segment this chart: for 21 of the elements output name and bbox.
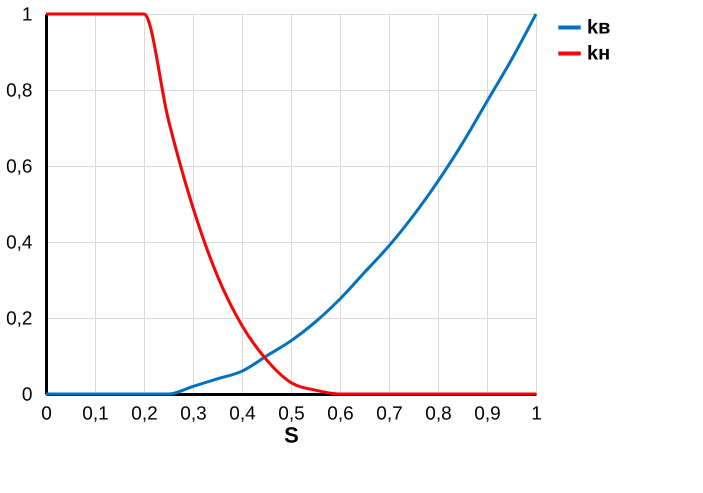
x-tick-label: 0,2	[131, 404, 158, 424]
x-tick-label: 1	[531, 404, 542, 424]
x-tick-label: 0,9	[474, 404, 501, 424]
y-tick-label: 0	[22, 384, 32, 406]
x-tick-label: 0,6	[327, 404, 354, 424]
x-tick-label: 0,3	[180, 404, 207, 424]
x-tick-label: 0,5	[278, 404, 305, 424]
x-tick-label: 0,4	[229, 404, 256, 424]
y-tick-label: 0,2	[6, 308, 32, 330]
x-tick-label: 0	[41, 404, 52, 424]
legend-label: kв	[587, 16, 610, 38]
y-tick-label: 1	[22, 4, 32, 26]
x-tick-label: 0,1	[82, 404, 109, 424]
x-axis-title: S	[284, 422, 299, 448]
line-series	[44, 12, 538, 396]
x-tick-label: 0,7	[376, 404, 403, 424]
y-tick-label: 0,6	[6, 156, 32, 178]
y-tick-label: 0,8	[6, 80, 32, 102]
y-tick-label: 0,4	[6, 232, 33, 254]
legend-label: kн	[587, 42, 610, 64]
x-tick-label: 0,8	[425, 404, 452, 424]
